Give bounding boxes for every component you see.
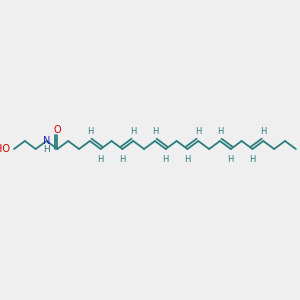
Text: O: O [53,125,61,135]
Text: H: H [87,127,93,136]
Text: H: H [163,154,169,164]
Text: H: H [217,127,223,136]
Text: H: H [260,127,266,136]
Text: H: H [249,154,256,164]
Text: N: N [43,136,50,146]
Text: H: H [152,127,158,136]
Text: H: H [228,154,234,164]
Text: HO: HO [0,144,10,154]
Text: H: H [43,146,50,154]
Text: H: H [184,154,190,164]
Text: H: H [98,154,104,164]
Text: H: H [130,127,136,136]
Text: H: H [195,127,202,136]
Text: H: H [119,154,126,164]
